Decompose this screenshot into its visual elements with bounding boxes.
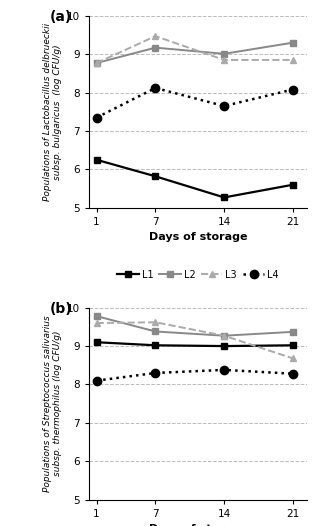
Y-axis label: Populations of Lactobacillus delbrueckii
subsp. bulgaricus  (log CFU/g): Populations of Lactobacillus delbrueckii… [43,23,62,201]
X-axis label: Days of storage: Days of storage [149,232,247,242]
X-axis label: Days of storage: Days of storage [149,524,247,526]
Y-axis label: Populations of Streptococcus salivarius
subsp. thermophilus (log CFU/g): Populations of Streptococcus salivarius … [43,315,62,492]
Text: (a): (a) [49,10,72,24]
Text: (b): (b) [49,302,72,316]
Legend: L1, L2, L3, L4: L1, L2, L3, L4 [113,266,283,284]
